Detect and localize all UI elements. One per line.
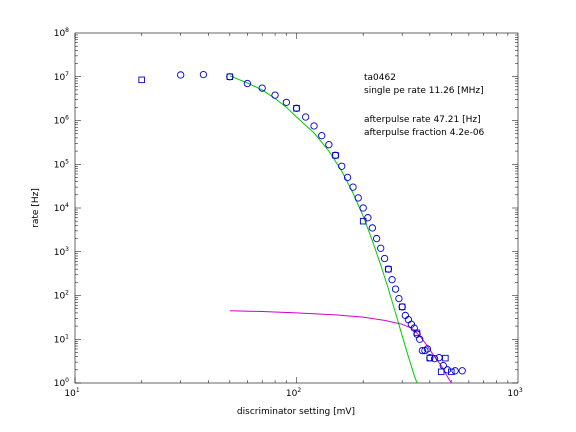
square-marker (448, 368, 455, 376)
circle-marker (391, 285, 400, 293)
x-tick-label: 103 (507, 387, 522, 399)
y-tick-label-exponent: 2 (65, 290, 69, 297)
x-tick-label-base: 10 (64, 389, 76, 399)
axis-ticks (74, 33, 518, 384)
annotation-afterpulse-rate: afterpulse rate 47.21 [Hz] (364, 115, 481, 125)
circle-marker (282, 98, 291, 106)
circle-marker (423, 345, 432, 353)
circle-marker (243, 79, 252, 88)
data-markers (138, 70, 466, 376)
circle-marker (354, 194, 362, 202)
square-marker (437, 368, 445, 376)
y-tick-label-base: 10 (54, 29, 66, 39)
circle-marker (377, 244, 385, 252)
square-marker (398, 303, 406, 311)
y-tick-label-base: 10 (54, 335, 66, 345)
annotation-single-pe-rate: single pe rate 11.26 [MHz] (364, 86, 484, 96)
circle-marker (302, 113, 310, 121)
y-tick-label-exponent: 8 (65, 27, 69, 34)
y-tick-label-base: 10 (54, 73, 66, 83)
circle-marker (451, 367, 459, 375)
y-tick-label: 108 (54, 27, 69, 39)
circle-marker (310, 122, 318, 130)
y-tick-label: 101 (54, 333, 69, 345)
y-tick-label: 105 (54, 158, 69, 170)
square-marker (413, 329, 421, 337)
y-tick-label-base: 10 (54, 248, 66, 258)
y-tick-label-base: 10 (54, 292, 66, 302)
y-tick-label-exponent: 3 (65, 246, 69, 253)
y-tick-label-exponent: 7 (65, 71, 69, 78)
y-tick-label: 107 (54, 71, 69, 83)
x-tick-label-exponent: 1 (76, 387, 80, 394)
y-tick-label-base: 10 (54, 117, 66, 127)
y-tick-label-exponent: 0 (65, 377, 69, 384)
square-marker (332, 152, 339, 159)
square-marker (226, 73, 234, 80)
circle-marker (271, 91, 279, 99)
circle-marker (343, 173, 352, 182)
x-axis-label: discriminator setting [mV] (237, 407, 355, 417)
y-tick-label: 100 (54, 377, 69, 389)
circle-marker (388, 276, 396, 284)
circle-marker (338, 162, 346, 170)
y-tick-label: 104 (54, 202, 69, 214)
square-marker (359, 217, 367, 225)
circle-marker (458, 367, 466, 375)
circle-marker (325, 141, 333, 149)
circle-marker (418, 346, 427, 355)
y-tick-label-base: 10 (54, 379, 66, 389)
x-tick-label-exponent: 2 (297, 387, 301, 394)
circle-marker (368, 224, 376, 232)
y-tick-label-exponent: 6 (65, 115, 69, 122)
circle-marker (199, 70, 208, 79)
circle-marker (372, 234, 381, 243)
x-tick-label-base: 10 (507, 389, 519, 399)
square-marker (426, 354, 434, 362)
x-tick-label-exponent: 3 (519, 387, 523, 394)
square-marker (442, 354, 449, 362)
y-tick-label-exponent: 5 (65, 158, 69, 165)
annotation-afterpulse-fraction: afterpulse fraction 4.2e-06 (364, 128, 485, 138)
circle-marker (177, 71, 185, 79)
circle-marker (430, 355, 439, 363)
y-tick-label-base: 10 (54, 204, 66, 214)
x-tick-label: 101 (64, 387, 79, 399)
circle-marker (359, 204, 367, 212)
y-tick-label-base: 10 (54, 160, 66, 170)
circle-marker (318, 132, 326, 140)
circle-marker (395, 294, 403, 303)
y-tick-label: 102 (54, 290, 69, 302)
y-tick-label-exponent: 1 (65, 333, 69, 340)
y-tick-label: 106 (54, 115, 69, 127)
circle-marker (364, 214, 372, 222)
plot-area (74, 32, 519, 384)
square-marker (385, 265, 392, 273)
x-tick-label-base: 10 (286, 389, 298, 399)
y-tick-label: 103 (54, 246, 69, 258)
annotation-tube-id: ta0462 (364, 73, 396, 83)
circle-marker (258, 84, 266, 92)
circle-marker (349, 183, 357, 191)
square-marker (138, 76, 145, 84)
circle-marker (380, 254, 389, 263)
square-marker (293, 105, 300, 112)
y-axis-label: rate [Hz] (31, 188, 41, 228)
y-tick-label-exponent: 4 (65, 202, 69, 209)
x-tick-label: 102 (286, 387, 301, 399)
